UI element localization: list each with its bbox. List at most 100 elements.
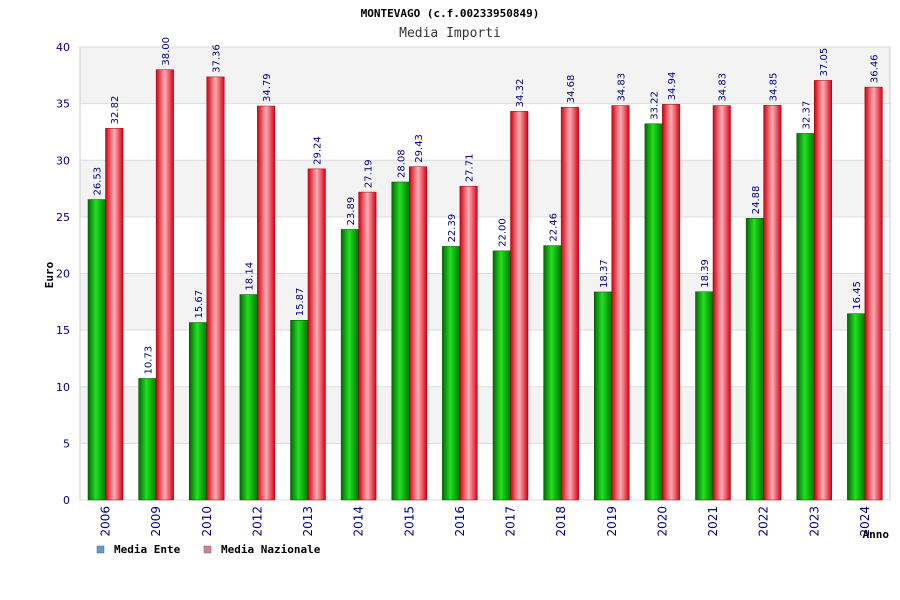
legend-label-media-nazionale: Media Nazionale (221, 543, 321, 556)
bar-media-nazionale-2015 (409, 166, 427, 501)
bar-media-nazionale-2022 (763, 105, 782, 501)
data-label-media-nazionale-2018: 34.68 (566, 75, 577, 104)
x-tick-label: 2009 (149, 506, 163, 537)
legend-label-media-ente: Media Ente (114, 543, 181, 556)
data-label-media-nazionale-2006: 32.82 (110, 96, 121, 125)
data-label-media-ente-2006: 26.53 (93, 167, 104, 196)
bar-media-nazionale-2012 (257, 105, 276, 501)
x-tick-label: 2012 (250, 506, 264, 537)
bar-media-ente-2020 (644, 123, 663, 501)
x-tick-label: 2018 (554, 506, 568, 537)
data-label-media-ente-2023: 32.37 (802, 101, 813, 130)
data-label-media-nazionale-2009: 38.00 (161, 37, 172, 66)
legend-swatch-media-ente (96, 545, 105, 554)
data-label-media-nazionale-2015: 29.43 (414, 134, 425, 163)
bar-media-ente-2017 (492, 250, 511, 501)
data-label-media-nazionale-2024: 36.46 (870, 54, 881, 83)
data-label-media-nazionale-2017: 34.32 (515, 79, 526, 108)
data-label-media-ente-2013: 15.87 (295, 288, 306, 317)
x-tick-label: 2014 (352, 506, 366, 537)
legend-swatch-media-nazionale (203, 545, 212, 554)
data-label-media-ente-2016: 22.39 (447, 214, 458, 243)
data-label-media-ente-2009: 10.73 (143, 346, 154, 375)
x-tick-label: 2017 (504, 506, 518, 537)
x-tick-label: 2006 (99, 506, 113, 537)
data-label-media-ente-2015: 28.08 (397, 149, 408, 178)
data-label-media-ente-2014: 23.89 (346, 197, 357, 226)
data-label-media-ente-2019: 18.37 (599, 259, 610, 288)
data-label-media-ente-2020: 33.22 (650, 91, 661, 120)
data-label-media-ente-2022: 24.88 (751, 186, 762, 215)
bar-media-nazionale-2010 (206, 76, 225, 501)
x-tick-label: 2013 (301, 506, 315, 537)
bar-media-nazionale-2017 (510, 111, 529, 501)
data-labels: 26.53 32.82 10.73 38.00 15.67 37.36 18.14 34.79… (93, 37, 881, 374)
chart-title: MONTEVAGO (c.f.00233950849) (361, 7, 540, 20)
x-tick-label: 2015 (402, 506, 416, 537)
bar-media-nazionale-2016 (459, 185, 478, 501)
data-label-media-ente-2017: 22.00 (498, 218, 509, 247)
bar-media-nazionale-2019 (611, 105, 630, 501)
x-axis-label: Anno (863, 528, 890, 541)
bar-media-nazionale-2021 (712, 105, 731, 501)
bar-media-ente-2024 (847, 313, 866, 501)
data-label-media-ente-2018: 22.46 (548, 213, 559, 242)
x-tick-label: 2021 (706, 506, 720, 537)
x-tick-label: 2019 (605, 506, 619, 537)
bar-media-ente-2010 (189, 322, 207, 501)
y-tick-label: 30 (56, 154, 70, 167)
bar-media-ente-2014 (340, 229, 359, 501)
bar-media-nazionale-2013 (307, 168, 326, 501)
y-tick-label: 40 (56, 41, 70, 54)
data-label-media-nazionale-2019: 34.83 (617, 73, 628, 102)
data-label-media-ente-2021: 18.39 (700, 259, 711, 288)
data-label-media-nazionale-2023: 37.05 (819, 48, 830, 77)
data-label-media-ente-2010: 15.67 (194, 290, 205, 319)
bar-media-ente-2016 (442, 246, 461, 501)
bar-media-nazionale-2009 (155, 69, 174, 501)
x-tick-label: 2022 (757, 506, 771, 537)
bar-media-nazionale-2023 (814, 80, 832, 501)
legend: Media Ente Media Nazionale (96, 543, 321, 556)
x-tick-label: 2010 (200, 506, 214, 537)
bar-media-ente-2021 (695, 291, 714, 501)
data-label-media-nazionale-2013: 29.24 (313, 136, 324, 165)
data-label-media-nazionale-2014: 27.19 (363, 159, 374, 188)
chart-subtitle: Media Importi (399, 26, 501, 41)
y-tick-label: 15 (56, 324, 70, 337)
y-tick-label: 0 (63, 494, 70, 507)
bar-media-nazionale-2014 (358, 191, 377, 501)
y-axis-ticks: 0 5 10 15 20 25 30 35 40 (56, 41, 70, 507)
data-label-media-nazionale-2016: 27.71 (465, 154, 476, 183)
bar-media-ente-2023 (796, 133, 815, 501)
bars (87, 69, 883, 501)
data-label-media-nazionale-2020: 34.94 (667, 72, 678, 101)
data-label-media-nazionale-2012: 34.79 (262, 73, 273, 102)
bar-media-nazionale-2020 (662, 104, 681, 501)
bar-media-nazionale-2006 (105, 128, 124, 501)
y-tick-label: 5 (63, 437, 70, 450)
data-label-media-ente-2024: 16.45 (852, 281, 863, 310)
data-label-media-nazionale-2022: 34.85 (768, 73, 779, 102)
bar-media-ente-2006 (87, 199, 106, 501)
x-tick-label: 2016 (453, 506, 467, 537)
bar-media-ente-2012 (239, 294, 258, 501)
data-label-media-nazionale-2010: 37.36 (212, 44, 223, 73)
y-axis-label: Euro (43, 261, 56, 288)
y-tick-label: 20 (56, 268, 70, 281)
y-tick-label: 25 (56, 211, 70, 224)
data-label-media-ente-2012: 18.14 (245, 262, 256, 291)
y-tick-label: 10 (56, 381, 70, 394)
bar-media-ente-2019 (594, 291, 612, 501)
bar-media-ente-2009 (138, 378, 157, 501)
x-tick-label: 2023 (807, 506, 821, 537)
bar-media-ente-2018 (543, 245, 562, 501)
x-axis-ticks: 2006 2009 2010 2012 2013 2014 2015 2016 2017 2018… (99, 506, 872, 537)
bar-media-ente-2013 (290, 320, 309, 501)
x-tick-label: 2020 (655, 506, 669, 537)
bar-media-ente-2022 (745, 217, 764, 501)
bar-media-nazionale-2018 (560, 106, 579, 501)
bar-media-ente-2015 (391, 181, 410, 501)
bar-media-nazionale-2024 (864, 86, 883, 501)
